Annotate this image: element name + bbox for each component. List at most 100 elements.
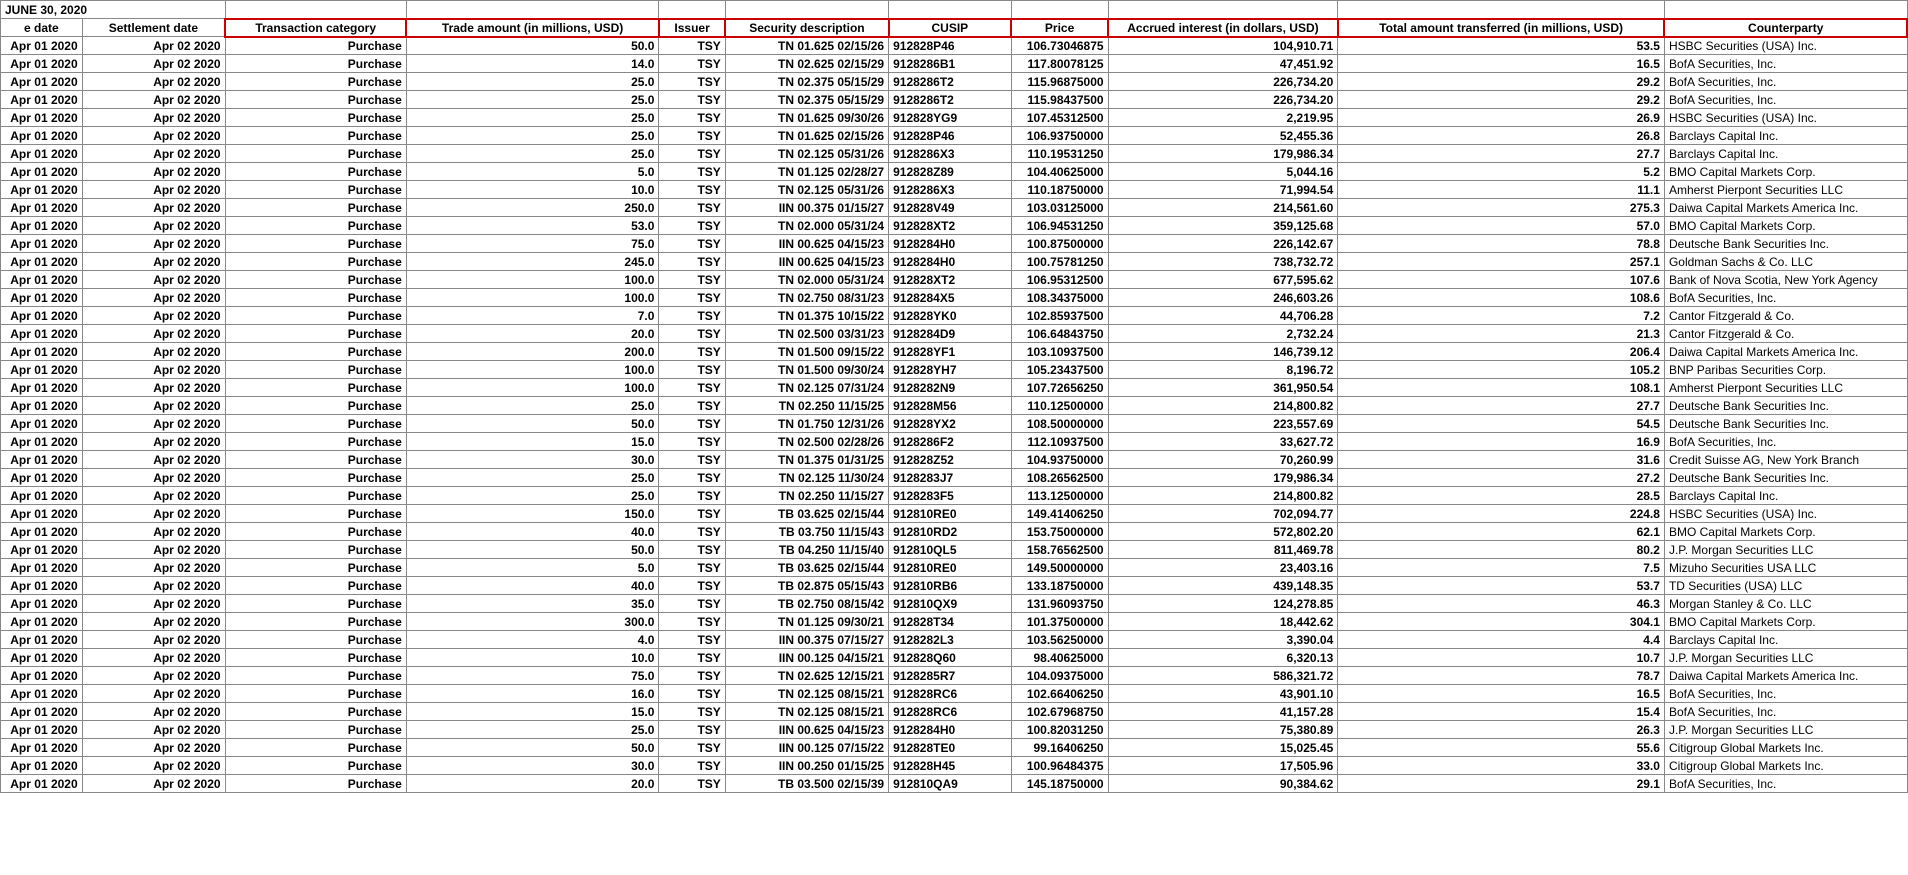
- cell-trade_date: Apr 01 2020: [1, 505, 83, 523]
- cell-security: TB 03.625 02/15/44: [725, 505, 888, 523]
- cell-counterparty: J.P. Morgan Securities LLC: [1664, 541, 1907, 559]
- cell-total: 29.1: [1338, 775, 1665, 793]
- cell-trade_amount: 40.0: [406, 523, 659, 541]
- cell-trade_date: Apr 01 2020: [1, 55, 83, 73]
- cell-counterparty: Goldman Sachs & Co. LLC: [1664, 253, 1907, 271]
- cell-category: Purchase: [225, 127, 406, 145]
- cell-settlement_date: Apr 02 2020: [82, 343, 225, 361]
- table-row: Apr 01 2020Apr 02 2020Purchase25.0TSYTN …: [1, 397, 1908, 415]
- cell-settlement_date: Apr 02 2020: [82, 469, 225, 487]
- cell-cusip: 912828YH7: [889, 361, 1012, 379]
- cell-total: 107.6: [1338, 271, 1665, 289]
- table-row: Apr 01 2020Apr 02 2020Purchase53.0TSYTN …: [1, 217, 1908, 235]
- cell-settlement_date: Apr 02 2020: [82, 739, 225, 757]
- cell-trade_amount: 250.0: [406, 199, 659, 217]
- cell-total: 53.5: [1338, 37, 1665, 55]
- cell-accrued: 214,561.60: [1108, 199, 1338, 217]
- cell-settlement_date: Apr 02 2020: [82, 181, 225, 199]
- cell-security: TN 01.625 02/15/26: [725, 127, 888, 145]
- cell-trade_amount: 100.0: [406, 379, 659, 397]
- cell-counterparty: Deutsche Bank Securities Inc.: [1664, 415, 1907, 433]
- cell-price: 103.10937500: [1011, 343, 1108, 361]
- cell-category: Purchase: [225, 199, 406, 217]
- cell-counterparty: BofA Securities, Inc.: [1664, 73, 1907, 91]
- cell-category: Purchase: [225, 433, 406, 451]
- cell-settlement_date: Apr 02 2020: [82, 703, 225, 721]
- cell-trade_date: Apr 01 2020: [1, 595, 83, 613]
- cell-accrued: 359,125.68: [1108, 217, 1338, 235]
- cell-trade_amount: 25.0: [406, 91, 659, 109]
- table-row: Apr 01 2020Apr 02 2020Purchase100.0TSYTN…: [1, 271, 1908, 289]
- cell-price: 100.96484375: [1011, 757, 1108, 775]
- cell-settlement_date: Apr 02 2020: [82, 721, 225, 739]
- cell-total: 206.4: [1338, 343, 1665, 361]
- cell-issuer: TSY: [659, 451, 725, 469]
- cell-cusip: 912828P46: [889, 127, 1012, 145]
- cell-price: 115.96875000: [1011, 73, 1108, 91]
- cell-counterparty: BofA Securities, Inc.: [1664, 289, 1907, 307]
- cell-trade_amount: 40.0: [406, 577, 659, 595]
- cell-category: Purchase: [225, 307, 406, 325]
- cell-trade_amount: 100.0: [406, 271, 659, 289]
- cell-accrued: 214,800.82: [1108, 487, 1338, 505]
- cell-accrued: 44,706.28: [1108, 307, 1338, 325]
- cell-total: 7.2: [1338, 307, 1665, 325]
- cell-total: 54.5: [1338, 415, 1665, 433]
- cell-settlement_date: Apr 02 2020: [82, 271, 225, 289]
- cell-category: Purchase: [225, 667, 406, 685]
- cell-trade_date: Apr 01 2020: [1, 271, 83, 289]
- cell-settlement_date: Apr 02 2020: [82, 199, 225, 217]
- cell-issuer: TSY: [659, 163, 725, 181]
- cell-accrued: 18,442.62: [1108, 613, 1338, 631]
- col-header-price: Price: [1011, 19, 1108, 37]
- cell-security: TN 02.375 05/15/29: [725, 91, 888, 109]
- cell-total: 224.8: [1338, 505, 1665, 523]
- cell-counterparty: BMO Capital Markets Corp.: [1664, 523, 1907, 541]
- cell-total: 29.2: [1338, 91, 1665, 109]
- cell-security: TN 02.625 12/15/21: [725, 667, 888, 685]
- cell-accrued: 5,044.16: [1108, 163, 1338, 181]
- cell-accrued: 146,739.12: [1108, 343, 1338, 361]
- cell-trade_amount: 245.0: [406, 253, 659, 271]
- cell-category: Purchase: [225, 343, 406, 361]
- cell-accrued: 33,627.72: [1108, 433, 1338, 451]
- cell-price: 106.94531250: [1011, 217, 1108, 235]
- cell-total: 78.7: [1338, 667, 1665, 685]
- cell-security: TB 02.750 08/15/42: [725, 595, 888, 613]
- cell-category: Purchase: [225, 55, 406, 73]
- cell-settlement_date: Apr 02 2020: [82, 595, 225, 613]
- cell-issuer: TSY: [659, 487, 725, 505]
- cell-issuer: TSY: [659, 685, 725, 703]
- cell-issuer: TSY: [659, 253, 725, 271]
- cell-security: IIN 00.625 04/15/23: [725, 721, 888, 739]
- cell-cusip: 912810RE0: [889, 505, 1012, 523]
- col-header-cusip: CUSIP: [889, 19, 1012, 37]
- cell-cusip: 912828P46: [889, 37, 1012, 55]
- cell-counterparty: J.P. Morgan Securities LLC: [1664, 649, 1907, 667]
- cell-security: TN 01.500 09/15/22: [725, 343, 888, 361]
- cell-issuer: TSY: [659, 235, 725, 253]
- table-row: Apr 01 2020Apr 02 2020Purchase10.0TSYIIN…: [1, 649, 1908, 667]
- cell-issuer: TSY: [659, 757, 725, 775]
- table-row: Apr 01 2020Apr 02 2020Purchase100.0TSYTN…: [1, 361, 1908, 379]
- cell-security: IIN 00.125 07/15/22: [725, 739, 888, 757]
- cell-issuer: TSY: [659, 721, 725, 739]
- cell-trade_amount: 20.0: [406, 325, 659, 343]
- cell-issuer: TSY: [659, 91, 725, 109]
- cell-counterparty: Daiwa Capital Markets America Inc.: [1664, 199, 1907, 217]
- cell-issuer: TSY: [659, 739, 725, 757]
- cell-counterparty: BMO Capital Markets Corp.: [1664, 613, 1907, 631]
- table-row: Apr 01 2020Apr 02 2020Purchase245.0TSYII…: [1, 253, 1908, 271]
- cell-cusip: 912828Z89: [889, 163, 1012, 181]
- cell-accrued: 226,142.67: [1108, 235, 1338, 253]
- table-row: Apr 01 2020Apr 02 2020Purchase25.0TSYTN …: [1, 469, 1908, 487]
- cell-category: Purchase: [225, 397, 406, 415]
- cell-category: Purchase: [225, 613, 406, 631]
- table-row: Apr 01 2020Apr 02 2020Purchase25.0TSYTN …: [1, 109, 1908, 127]
- table-row: Apr 01 2020Apr 02 2020Purchase5.0TSYTB 0…: [1, 559, 1908, 577]
- cell-price: 110.18750000: [1011, 181, 1108, 199]
- cell-trade_date: Apr 01 2020: [1, 667, 83, 685]
- cell-price: 104.09375000: [1011, 667, 1108, 685]
- cell-price: 158.76562500: [1011, 541, 1108, 559]
- cell-counterparty: Amherst Pierpont Securities LLC: [1664, 379, 1907, 397]
